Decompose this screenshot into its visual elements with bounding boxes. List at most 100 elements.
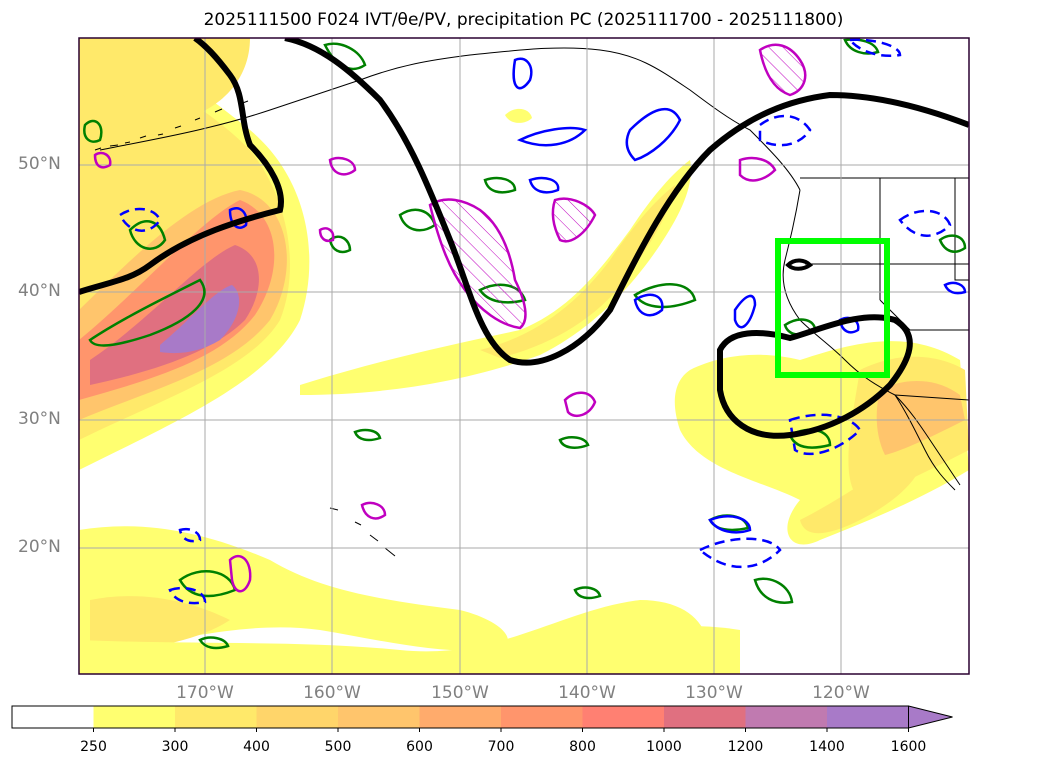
precipitation-box (775, 238, 890, 378)
colorbar-segment (664, 706, 746, 728)
colorbar-tick-label: 300 (161, 739, 189, 755)
gridlines (79, 38, 969, 674)
plot-frame (78, 37, 970, 675)
ivt-plume-west-1400 (160, 285, 240, 354)
colorbar-tick-label: 600 (406, 739, 433, 755)
colorbar-segment (582, 706, 665, 728)
colorbar-segment (501, 706, 583, 728)
lon-label-170: 170°W (176, 683, 234, 703)
blue-contour (528, 176, 560, 194)
magenta-contour (328, 156, 357, 176)
blue-contour (625, 108, 682, 162)
colorbar-extend-arrow (908, 705, 953, 729)
blue-contour (943, 281, 967, 295)
colorbar-tick-label: 400 (243, 739, 270, 755)
theta-e-contour-small (785, 258, 814, 271)
green-contour (483, 176, 517, 194)
ivt-south-3 (560, 626, 740, 674)
ivt-plume-west-1000 (90, 245, 259, 385)
blue-contour (733, 294, 757, 329)
ivt-blob-small (505, 108, 532, 123)
mexico-border (894, 394, 969, 401)
green-contour (558, 436, 590, 449)
colorbar-tick-label: 700 (487, 739, 515, 755)
ivt-river-300 (480, 185, 675, 358)
colorbar-segment (338, 706, 420, 728)
blue-contour-dashed (697, 537, 782, 569)
lat-label-50: 50°N (18, 154, 61, 174)
magenta-contour (318, 227, 335, 243)
colorbar-outline (11, 705, 909, 729)
blue-contour (516, 126, 588, 147)
state-border-4 (954, 178, 969, 281)
colorbar-segment (175, 706, 257, 728)
map-title: 2025111500 F024 IVT/θe/PV, precipitation… (203, 10, 844, 30)
hawaii (329, 507, 396, 557)
magenta-contour (738, 156, 777, 182)
colorbar-segment (745, 706, 828, 728)
green-contour (633, 283, 697, 309)
blue-contour (633, 293, 664, 317)
colorbar-tick-label: 1600 (890, 739, 927, 755)
colorbar-tick-label: 250 (80, 739, 107, 755)
green-contour (938, 234, 967, 253)
alaska-coast (99, 47, 801, 191)
blue-contour-dashed (898, 209, 952, 237)
green-contour (353, 428, 382, 442)
magenta-contour (93, 151, 112, 169)
theta-e-contour-main (79, 38, 284, 295)
green-contour (128, 220, 167, 250)
ivt-cali-tail (800, 450, 922, 534)
lon-label-130: 130°W (685, 683, 743, 703)
green-contour (198, 636, 230, 650)
green-contour (753, 577, 794, 604)
aleutians (94, 100, 249, 151)
colorbar-tick-label: 500 (324, 739, 352, 755)
lon-label-120: 120°W (812, 683, 870, 703)
blue-contour (708, 515, 752, 534)
lat-label-40: 40°N (18, 281, 61, 301)
ivt-shading (79, 38, 969, 674)
colorbar-tick-label: 1000 (646, 739, 682, 755)
colorbar-segment (12, 706, 94, 728)
ivt-south-1b (90, 596, 230, 655)
magenta-contour (360, 501, 387, 520)
lon-label-150: 150°W (431, 683, 489, 703)
na-coast (782, 189, 961, 486)
colorbar-tick-label: 800 (569, 739, 596, 755)
green-contour (83, 119, 103, 143)
theta-e-contour-closed (717, 314, 913, 439)
blue-contour (512, 57, 533, 90)
magenta-contour-hatched (551, 197, 597, 243)
magenta-contour (563, 391, 597, 418)
colorbar (11, 705, 953, 732)
magenta-contour-hatched (428, 198, 527, 330)
magenta-contour (228, 554, 252, 593)
theta-e-contours (79, 38, 969, 439)
baja (894, 394, 956, 491)
lon-label-140: 140°W (558, 683, 616, 703)
colorbar-segment (419, 706, 502, 728)
colorbar-tick-label: 1400 (809, 739, 845, 755)
colorbar-segment (256, 706, 339, 728)
lat-label-30: 30°N (18, 409, 61, 429)
blue-contour-dashed (788, 413, 862, 456)
ivt-south-2 (79, 600, 708, 674)
blue-contour-dashed (847, 38, 902, 57)
green-contour (398, 208, 437, 232)
blue-contours (118, 38, 967, 605)
green-contour (88, 278, 206, 347)
lon-label-160: 160°W (303, 683, 361, 703)
blue-contour-dashed (168, 586, 207, 605)
colorbar-segment (93, 706, 176, 728)
magenta-contours (93, 43, 807, 593)
green-contour (328, 235, 352, 254)
blue-contour-dashed (758, 114, 812, 147)
state-border-3 (879, 178, 969, 331)
lat-label-20: 20°N (18, 537, 61, 557)
colorbar-segment (827, 706, 909, 728)
colorbar-tick-label: 1200 (727, 739, 764, 755)
green-contour (573, 586, 602, 600)
magenta-contour-hatched (758, 43, 807, 97)
